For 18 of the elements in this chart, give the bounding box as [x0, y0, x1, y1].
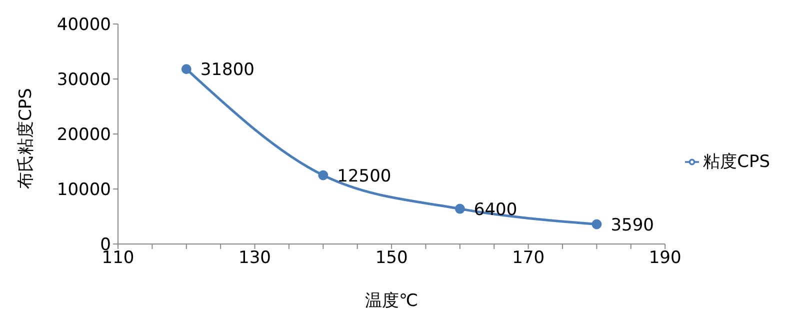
point	[454, 204, 465, 214]
x-tick-label: 150	[375, 248, 408, 268]
y-tick-label: 30000	[56, 70, 111, 90]
x-tick-label: 130	[238, 248, 271, 268]
x-axis-title: 温度℃	[364, 291, 418, 311]
point	[318, 170, 328, 180]
y-tick-label: 20000	[56, 125, 111, 146]
x-tick-label: 190	[648, 248, 682, 268]
point	[592, 219, 602, 230]
data-label: 31800	[200, 60, 254, 80]
point	[181, 64, 192, 74]
data-label: 12500	[337, 166, 392, 186]
y-axis-title: 布氏粘度CPS	[16, 88, 36, 189]
y-tick-label: 10000	[56, 180, 111, 200]
legend-label: 粘度CPS	[703, 152, 770, 172]
data-label: 3590	[610, 215, 654, 236]
x-tick-label: 170	[512, 248, 545, 268]
y-tick-label: 40000	[56, 15, 111, 36]
